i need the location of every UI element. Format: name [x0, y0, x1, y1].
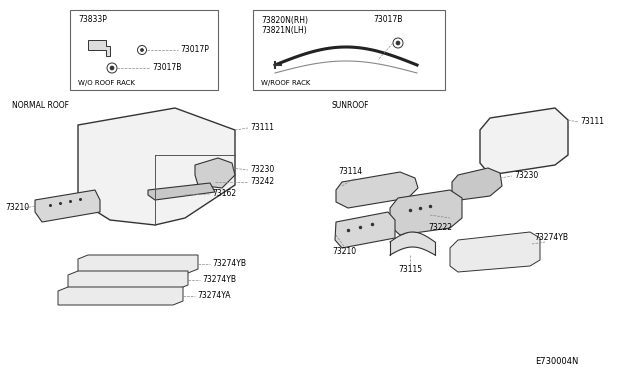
- Text: 73111: 73111: [580, 116, 604, 125]
- Circle shape: [393, 38, 403, 48]
- Text: 73274YA: 73274YA: [197, 292, 230, 301]
- Text: 73274YB: 73274YB: [534, 234, 568, 243]
- Circle shape: [396, 41, 400, 45]
- Text: NORMAL ROOF: NORMAL ROOF: [12, 100, 69, 109]
- Text: 73274YB: 73274YB: [212, 260, 246, 269]
- Text: 73017B: 73017B: [373, 16, 403, 25]
- Text: W/ROOF RACK: W/ROOF RACK: [261, 80, 310, 86]
- Text: 73820N(RH): 73820N(RH): [261, 16, 308, 25]
- Polygon shape: [78, 108, 235, 225]
- Bar: [70, 10, 218, 90]
- Polygon shape: [148, 183, 215, 200]
- Polygon shape: [450, 232, 540, 272]
- Polygon shape: [195, 158, 235, 188]
- Circle shape: [107, 63, 117, 73]
- Polygon shape: [78, 255, 198, 273]
- Polygon shape: [68, 271, 188, 289]
- Text: 73833P: 73833P: [78, 16, 107, 25]
- Text: 73222: 73222: [428, 224, 452, 232]
- Polygon shape: [390, 190, 462, 235]
- Circle shape: [141, 48, 143, 51]
- Circle shape: [110, 66, 114, 70]
- Text: 73162: 73162: [212, 189, 236, 199]
- Text: 73230: 73230: [514, 170, 538, 180]
- Bar: [253, 10, 445, 90]
- Circle shape: [138, 45, 147, 55]
- Text: 73274YB: 73274YB: [202, 276, 236, 285]
- Text: 73242: 73242: [250, 176, 274, 186]
- Text: 73210: 73210: [5, 203, 29, 212]
- Polygon shape: [336, 172, 418, 208]
- Text: 73210: 73210: [332, 247, 356, 257]
- Text: 73017P: 73017P: [180, 45, 209, 55]
- Text: E730004N: E730004N: [535, 357, 579, 366]
- Polygon shape: [480, 108, 568, 175]
- Polygon shape: [35, 190, 100, 222]
- Text: W/O ROOF RACK: W/O ROOF RACK: [78, 80, 135, 86]
- Text: 73114: 73114: [338, 167, 362, 176]
- Text: 73111: 73111: [250, 122, 274, 131]
- Polygon shape: [335, 212, 395, 248]
- Polygon shape: [452, 168, 502, 200]
- Polygon shape: [58, 287, 183, 305]
- Text: 73017B: 73017B: [152, 64, 181, 73]
- Text: 73115: 73115: [398, 266, 422, 275]
- Text: 73821N(LH): 73821N(LH): [261, 26, 307, 35]
- Text: 73230: 73230: [250, 164, 275, 173]
- Polygon shape: [88, 40, 110, 56]
- Text: SUNROOF: SUNROOF: [332, 100, 369, 109]
